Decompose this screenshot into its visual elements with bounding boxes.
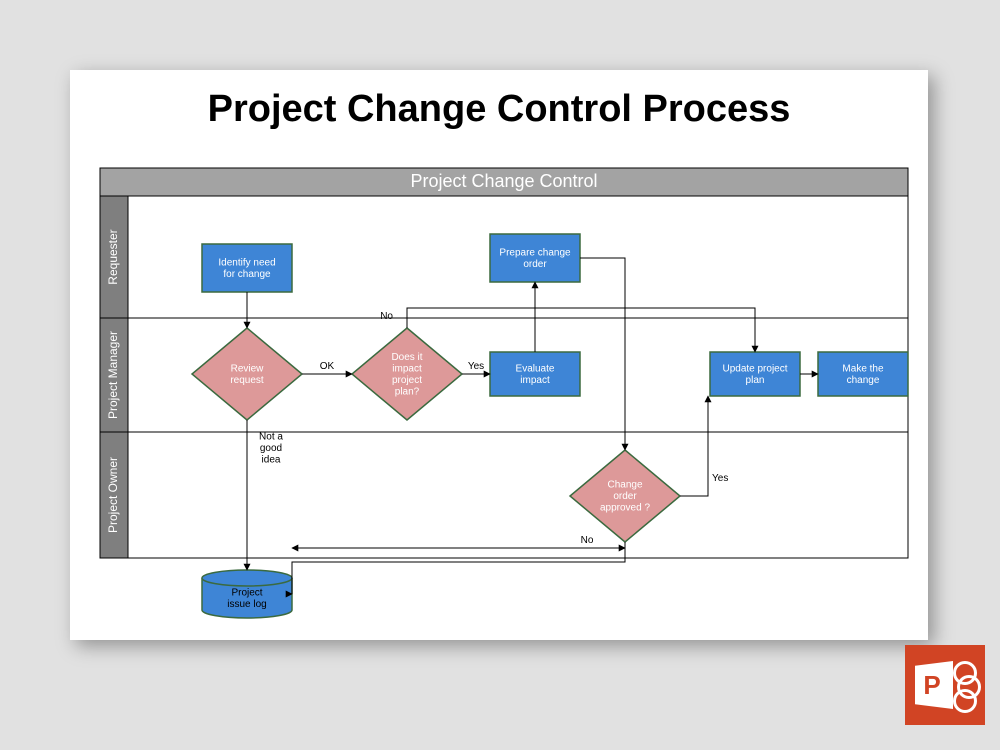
edge-approve-no <box>292 542 625 548</box>
svg-text:Identify needfor change: Identify needfor change <box>218 257 275 280</box>
edge <box>407 308 755 352</box>
svg-text:No: No <box>380 311 393 322</box>
svg-text:Evaluateimpact: Evaluateimpact <box>516 363 555 386</box>
svg-text:Yes: Yes <box>468 361 484 372</box>
svg-text:Project Owner: Project Owner <box>106 457 120 533</box>
powerpoint-p-glyph: P <box>923 670 940 701</box>
svg-text:OK: OK <box>320 361 335 372</box>
svg-text:Make thechange: Make thechange <box>842 363 884 386</box>
svg-text:No: No <box>581 535 594 546</box>
powerpoint-icon: P <box>905 645 985 725</box>
svg-text:Yes: Yes <box>712 473 728 484</box>
svg-text:Projectissue log: Projectissue log <box>227 587 266 610</box>
svg-text:Requester: Requester <box>106 229 120 284</box>
edge <box>680 396 708 496</box>
svg-text:Project Change Control: Project Change Control <box>410 171 597 191</box>
flowchart-svg: Project Change Control Requester Project M… <box>70 70 928 640</box>
svg-text:Not agoodidea: Not agoodidea <box>259 431 283 465</box>
svg-text:Does itimpactprojectplan?: Does itimpactprojectplan? <box>391 351 422 397</box>
slide-card: Project Change Control Process Project C… <box>70 70 928 640</box>
svg-text:Reviewrequest: Reviewrequest <box>230 363 264 386</box>
edge <box>292 542 625 594</box>
svg-text:Project Manager: Project Manager <box>106 331 120 419</box>
edge <box>580 258 625 450</box>
